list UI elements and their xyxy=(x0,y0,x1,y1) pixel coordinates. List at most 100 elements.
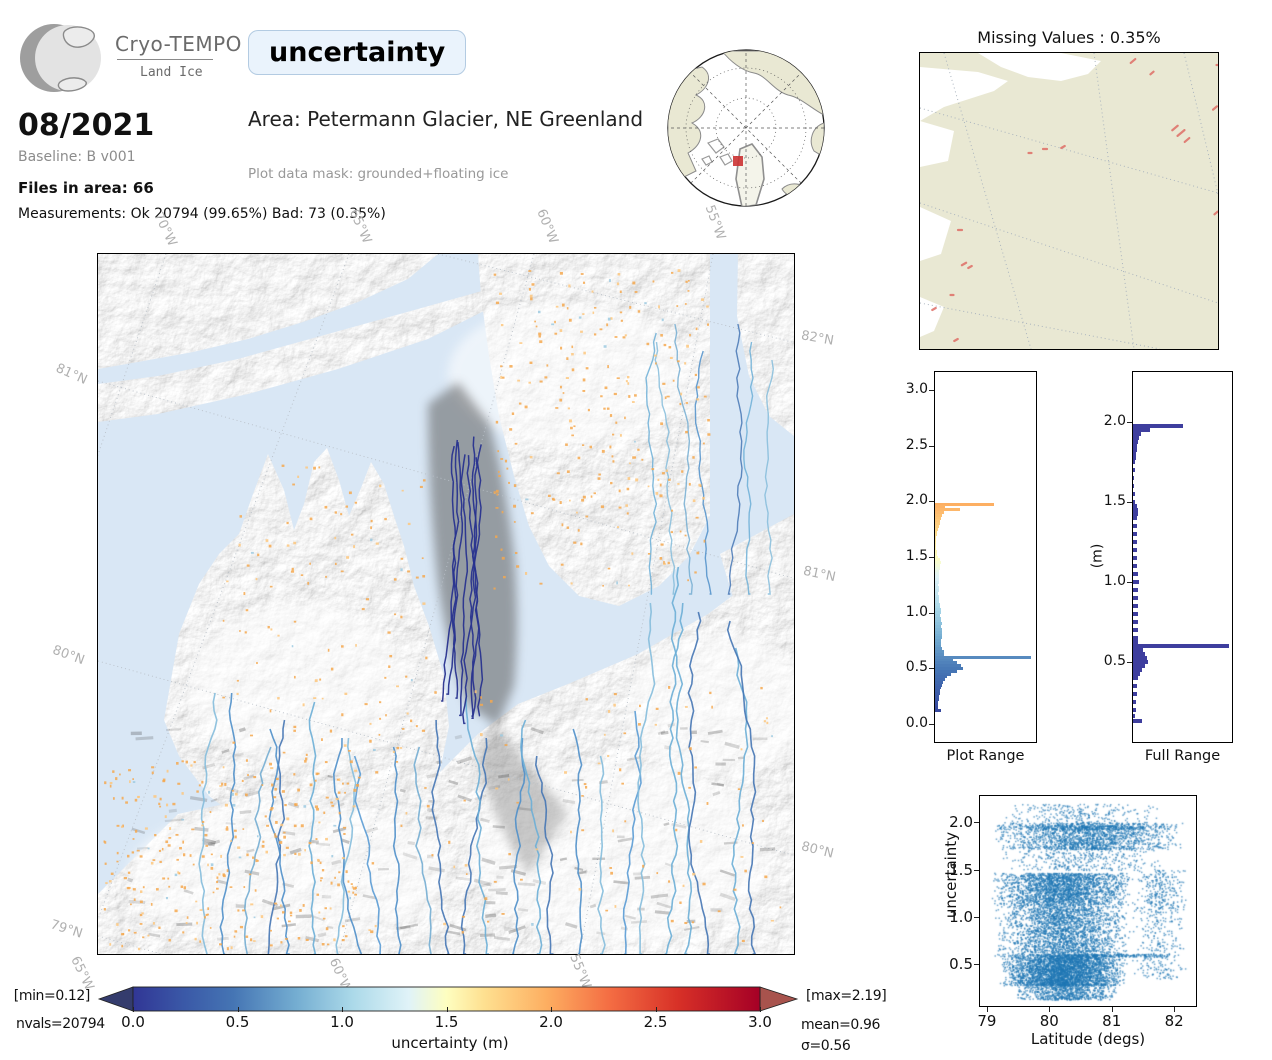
hist-bar xyxy=(1133,511,1138,516)
scatter-xtick-mark xyxy=(986,1007,988,1012)
colorbar-tick-label: 2.5 xyxy=(643,1013,668,1031)
colorbar-over-arrow xyxy=(759,986,799,1012)
colorbar xyxy=(97,986,799,1012)
hist-bar xyxy=(935,706,938,709)
hist-bar xyxy=(935,536,937,539)
variable-name-badge: uncertainty xyxy=(248,30,467,75)
hist-bar xyxy=(935,641,941,645)
hist-tick-label: 1.0 xyxy=(905,603,928,620)
hist-bar xyxy=(935,527,938,531)
plot-range-title: Plot Range xyxy=(946,748,1025,764)
scatter-ytick-mark xyxy=(974,917,979,919)
colorbar-axis-label: uncertainty (m) xyxy=(391,1034,509,1052)
hist-bar xyxy=(935,597,939,601)
scatter-xtick-label: 81 xyxy=(1102,1012,1122,1030)
colorbar-tick-label: 0.0 xyxy=(121,1013,145,1031)
hist-tick-label: 1.5 xyxy=(905,548,928,564)
colorbar-under-arrow xyxy=(97,986,134,1012)
hist-bar xyxy=(1133,663,1145,668)
hist-bar xyxy=(935,656,1031,660)
logo-subtitle: Land Ice xyxy=(140,65,203,80)
full-range-ylabel: (m) xyxy=(1089,543,1106,569)
full-range-title: Full Range xyxy=(1144,748,1221,764)
hist-bar xyxy=(935,549,937,553)
colorbar-tick-mark xyxy=(133,1007,134,1012)
logo-divider xyxy=(117,59,213,60)
area-label: Area: Petermann Glacier, NE Greenland xyxy=(248,107,644,131)
hist-bar xyxy=(935,505,946,509)
hist-tick-label: 3.0 xyxy=(905,380,928,397)
hist-bar xyxy=(935,675,948,679)
colorbar-tick-mark xyxy=(446,1007,448,1012)
hist-bar xyxy=(1133,671,1140,676)
hist-bar xyxy=(935,605,941,609)
hist-bar xyxy=(1133,443,1137,448)
hist-bar xyxy=(935,561,941,565)
hist-tick-label: 0.5 xyxy=(1103,652,1126,669)
hist-bar xyxy=(1133,691,1137,696)
missing-values-title: Missing Values : 0.35% xyxy=(977,28,1161,47)
hist-bar xyxy=(1133,579,1139,584)
hist-bar xyxy=(935,566,940,570)
hist-bar xyxy=(935,552,937,556)
mask-label: Plot data mask: grounded+floating ice xyxy=(248,166,509,182)
scatter-xtick-label: 80 xyxy=(1039,1012,1059,1030)
hist-bar xyxy=(1133,499,1135,504)
scatter-xtick-mark xyxy=(1049,1007,1051,1012)
hist-bar xyxy=(1133,571,1138,576)
hist-bar xyxy=(1133,459,1135,464)
hist-tick-label: 0.5 xyxy=(905,659,928,676)
hist-bar xyxy=(1133,619,1138,624)
scatter-xlabel: Latitude (degs) xyxy=(1030,1030,1146,1048)
scatter-ylabel: uncertainty xyxy=(942,831,960,919)
colorbar-tick-label: 0.5 xyxy=(225,1013,250,1031)
hist-bar xyxy=(1133,587,1138,592)
hist-bar xyxy=(935,644,942,648)
measurements-label: Measurements: Ok 20794 (99.65%) Bad: 73 … xyxy=(18,206,386,222)
hist-bar xyxy=(935,510,945,514)
hist-bar xyxy=(935,669,958,673)
scatter-xtick-mark xyxy=(1111,1007,1113,1012)
hist-bar xyxy=(935,672,952,676)
hist-bar xyxy=(1133,507,1138,512)
hist-bar xyxy=(935,608,941,612)
cryo-tempo-logo: Cryo-TEMPO Land Ice xyxy=(18,20,241,96)
hist-bar xyxy=(1133,503,1137,508)
hist-tick-label: 1.5 xyxy=(1103,492,1126,509)
main-map-canvas xyxy=(98,254,794,954)
hist-tick-mark xyxy=(1127,501,1132,503)
hist-bar xyxy=(935,666,964,670)
scatter-ytick-label: 0.5 xyxy=(949,955,973,974)
hist-bar xyxy=(1133,539,1137,544)
colorbar-tick-mark xyxy=(551,1007,552,1012)
data-speckles xyxy=(103,269,782,951)
hist-bar xyxy=(935,614,941,617)
colorbar-tick-mark xyxy=(342,1007,343,1012)
hist-bar xyxy=(935,588,939,592)
scatter-ytick-mark xyxy=(974,822,979,824)
hist-tick-mark xyxy=(929,445,934,447)
hist-bar xyxy=(935,616,941,620)
area-marker xyxy=(733,156,743,166)
hist-bar xyxy=(935,530,937,534)
files-in-area-label: Files in area: 66 xyxy=(18,179,154,197)
hist-bar xyxy=(935,647,943,651)
hist-tick-mark xyxy=(1127,581,1132,583)
report-date: 08/2021 xyxy=(18,108,155,143)
colorbar-tick-label: 1.5 xyxy=(434,1013,459,1031)
hist-bar xyxy=(935,653,945,656)
hist-bar xyxy=(935,619,942,623)
nvals-label: nvals=20794 xyxy=(16,1016,105,1032)
hist-bar xyxy=(935,686,942,690)
scatter-ytick-mark xyxy=(974,964,979,966)
hist-tick-mark xyxy=(1127,661,1132,663)
lat-label-left: 79°N xyxy=(48,917,85,942)
hist-bar xyxy=(935,639,942,643)
colorbar-tick-mark xyxy=(237,1007,239,1012)
baseline-label: Baseline: B v001 xyxy=(18,149,136,165)
hist-bar xyxy=(935,538,936,542)
globe-icon xyxy=(20,24,101,92)
hist-bar xyxy=(935,558,941,562)
hist-bar xyxy=(935,600,939,604)
